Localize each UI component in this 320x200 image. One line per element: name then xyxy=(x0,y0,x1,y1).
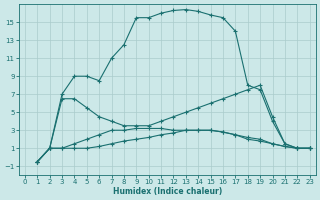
X-axis label: Humidex (Indice chaleur): Humidex (Indice chaleur) xyxy=(113,187,222,196)
